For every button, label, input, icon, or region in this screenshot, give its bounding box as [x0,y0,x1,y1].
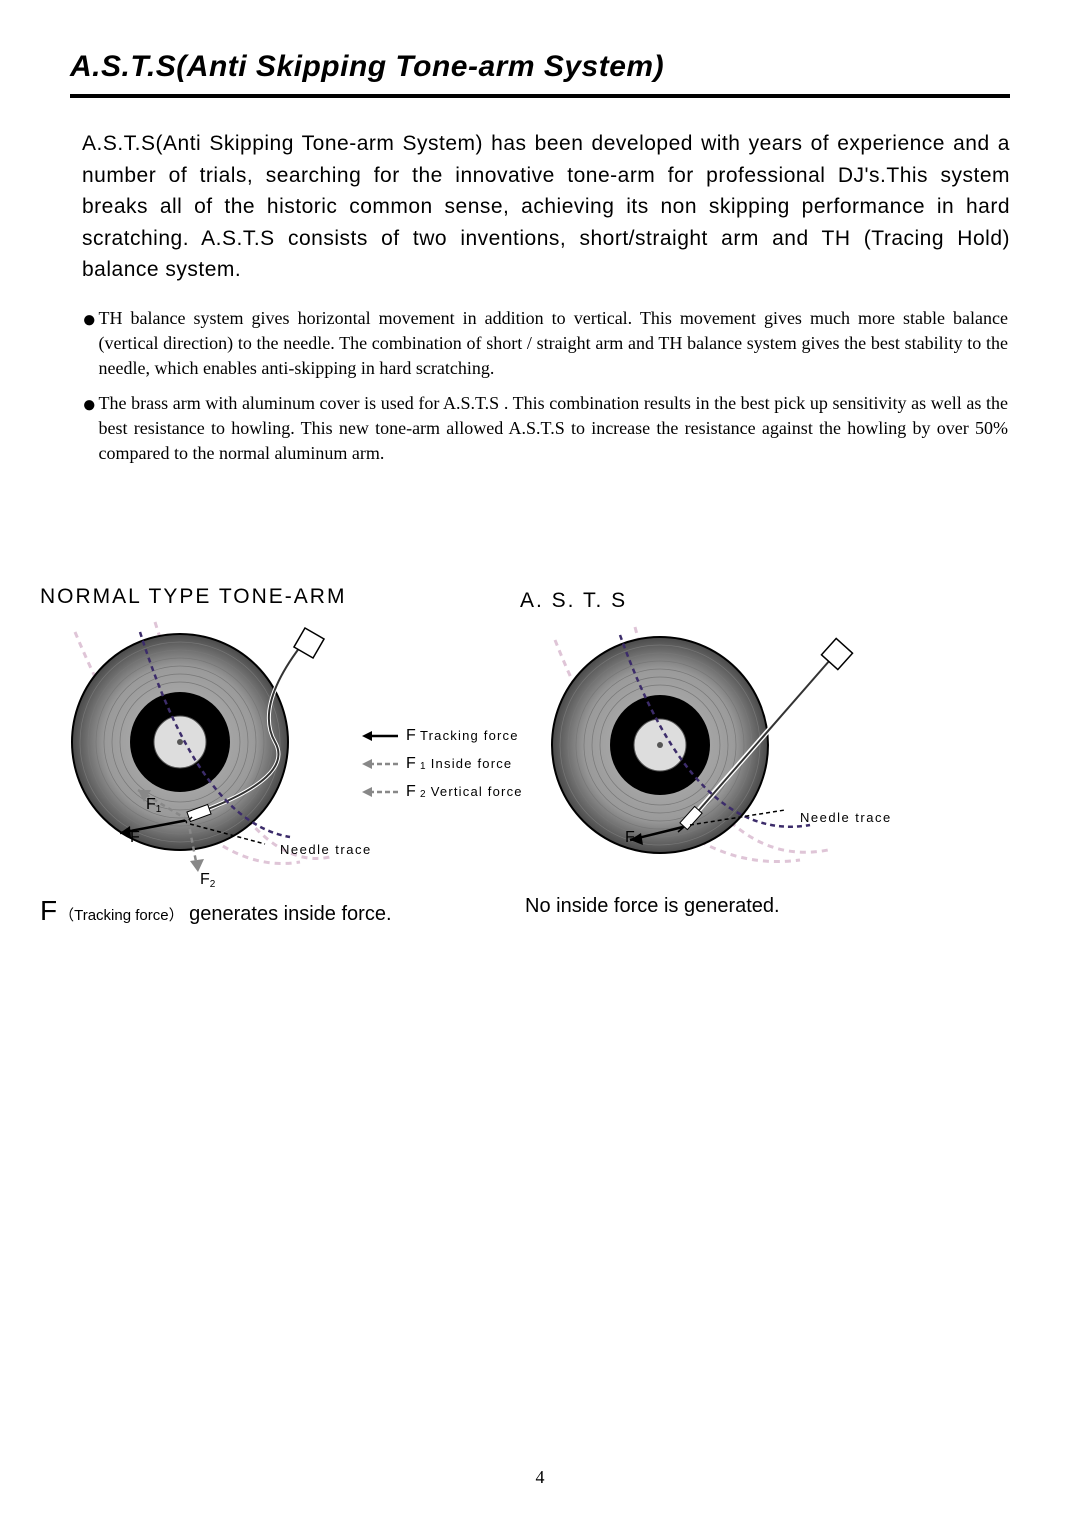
left-caption: F（Tracking force） generates inside force… [40,895,392,927]
legend-tracking: F Tracking force [360,727,519,745]
right-diagram [520,615,890,905]
right-f-label: F [625,829,635,847]
intro-paragraph: A.S.T.S(Anti Skipping Tone-arm System) h… [70,128,1010,286]
left-diagram-title: NORMAL TYPE TONE-ARM [40,585,346,609]
right-diagram-title: A. S. T. S [520,589,627,613]
bullet-icon: ● [82,391,97,467]
f2-label: F2 [200,871,215,889]
bullet-text: TH balance system gives horizontal movem… [99,306,1009,382]
right-needle-trace-label: Needle trace [800,810,892,825]
left-needle-trace-label: Needle trace [280,842,372,857]
bullet-item: ● The brass arm with aluminum cover is u… [82,391,1008,467]
bullet-item: ● TH balance system gives horizontal mov… [82,306,1008,382]
legend-vertical: F2 Vertical force [360,783,523,801]
bullet-icon: ● [82,306,97,382]
bullet-text: The brass arm with aluminum cover is use… [99,391,1009,467]
bullet-list: ● TH balance system gives horizontal mov… [70,306,1010,467]
page-title: A.S.T.S(Anti Skipping Tone-arm System) [70,50,1010,98]
right-caption: No inside force is generated. [525,895,780,918]
diagram-area: NORMAL TYPE TONE-ARM A. S. T. S [70,597,1010,957]
left-diagram [40,612,370,912]
f1-label: F1 [146,796,161,814]
page-number: 4 [0,1467,1080,1488]
f-label: F [130,829,140,847]
legend-inside: F1 Inside force [360,755,512,773]
